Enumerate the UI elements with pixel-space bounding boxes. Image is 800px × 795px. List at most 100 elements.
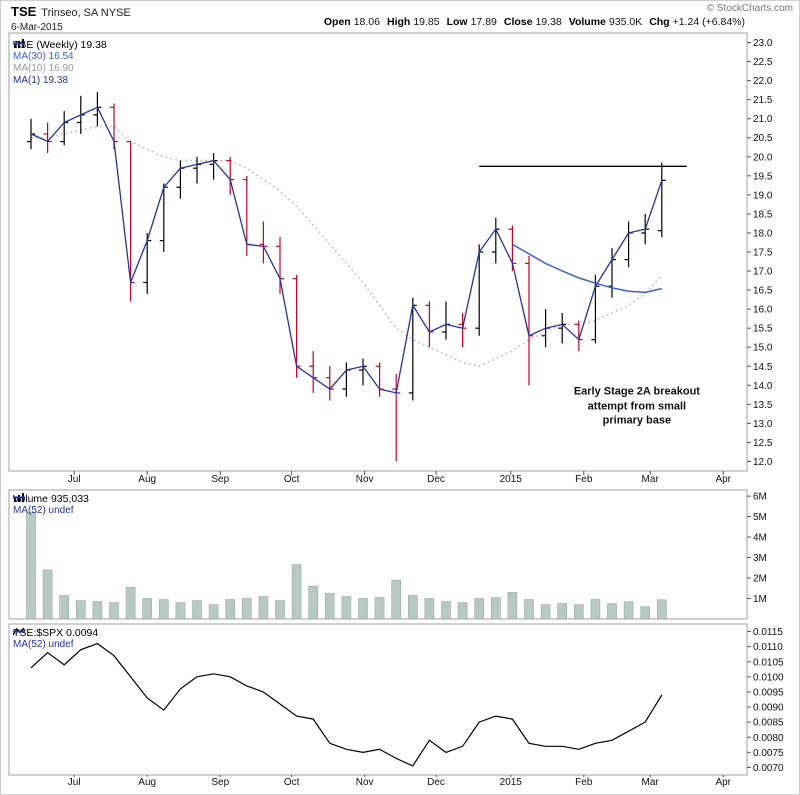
line-icon <box>13 42 25 45</box>
month-label: 2015 <box>499 777 522 788</box>
month-label: Oct <box>283 777 300 788</box>
quote-label: Close <box>503 16 533 28</box>
month-label: Dec <box>427 777 445 788</box>
legend-row: MA(30) 16.54 <box>13 42 107 62</box>
ratio-x-ticks <box>73 775 724 777</box>
axis-label: 0.0110 <box>753 642 783 653</box>
month-label: Mar <box>641 777 659 788</box>
axis-label: 0.0080 <box>753 733 784 744</box>
axis-label: 0.0085 <box>753 718 784 729</box>
ratio-line <box>30 642 663 767</box>
ratio-legend: TSE:$SPX 0.0094 MA(52) undef <box>13 627 98 651</box>
copyright-text: © StockCharts.com <box>706 3 793 14</box>
quote-value: 18.06 <box>353 16 380 28</box>
legend-row: TSE (Weekly) 19.38 <box>13 38 107 51</box>
ma10-line <box>31 125 663 368</box>
volume-y-axis: 6M 5M 4M 3M 2M 1M <box>747 492 767 605</box>
volume-bars <box>26 512 667 620</box>
quote-label: High <box>386 16 411 28</box>
month-label: Sep <box>211 777 230 788</box>
axis-label: 20.0 <box>753 152 773 163</box>
month-label: Mar <box>641 474 659 485</box>
axis-label: 18.5 <box>753 209 773 220</box>
legend-label: TSE:$SPX 0.0094 <box>13 626 99 639</box>
ma30-line <box>512 243 662 294</box>
axis-label: 13.5 <box>753 400 773 411</box>
price-panel: 23.0 22.5 22.0 21.5 21.0 20.5 20.0 19.5 19.0 18.5… <box>1 31 799 476</box>
axis-label: 22.0 <box>753 76 773 87</box>
chart-date: 6-Mar-2015 <box>11 22 63 33</box>
axis-label: 21.0 <box>753 114 773 125</box>
month-label: Oct <box>283 474 300 485</box>
quote-value: 19.38 <box>535 16 562 28</box>
month-label: Apr <box>715 777 731 788</box>
price-x-ticks <box>73 471 724 475</box>
legend-row: MA(1) 19.38 <box>13 42 107 86</box>
volume-panel: 6M 5M 4M 3M 2M 1M Volume 935,033 MA(52) undef <box>1 488 799 621</box>
axis-label: 22.5 <box>753 57 773 68</box>
axis-label: 19.5 <box>753 171 773 182</box>
axis-label: 4M <box>753 533 767 544</box>
axis-label: 16.0 <box>753 305 773 316</box>
plot-border <box>8 623 748 776</box>
quote-label: Volume <box>568 16 606 28</box>
chart-header: TSE Trinseo, SA NYSE 6-Mar-2015 © StockCh… <box>1 1 799 33</box>
month-label: Feb <box>575 474 593 485</box>
price-chart-canvas: 23.0 22.5 22.0 21.5 21.0 20.5 20.0 19.5 19.0 18.5… <box>8 32 773 475</box>
axis-label: 17.0 <box>753 267 773 278</box>
x-axis-months-top: Jul Aug Sep Oct Nov Dec 2015 Feb Mar Apr <box>1 474 799 488</box>
axis-label: 14.0 <box>753 381 773 392</box>
axis-label: 0.0070 <box>753 763 784 774</box>
axis-label: 15.0 <box>753 343 773 354</box>
legend-row: MA(52) undef <box>13 630 98 650</box>
legend-label: MA(10) 16.90 <box>13 63 74 74</box>
symbol-block: TSE Trinseo, SA NYSE 6-Mar-2015 <box>11 3 131 33</box>
ratio-chart-canvas: 0.0115 0.0110 0.0105 0.0100 0.0095 0.0090 0.00… <box>8 623 784 777</box>
axis-label: 20.5 <box>753 133 773 144</box>
axis-label: 0.0100 <box>753 672 784 683</box>
axis-label: 21.5 <box>753 95 773 106</box>
month-label: Sep <box>211 474 230 485</box>
axis-label: 17.5 <box>753 248 773 259</box>
ratio-panel: 0.0115 0.0110 0.0105 0.0100 0.0095 0.0090 0.00… <box>1 622 799 777</box>
chart-annotation: Early Stage 2A breakout attempt from sma… <box>573 385 700 427</box>
symbol-line: TSE Trinseo, SA NYSE <box>11 3 131 21</box>
volume-legend: Volume 935,033 MA(52) undef <box>13 493 89 517</box>
legend-row: MA(52) undef <box>13 496 89 516</box>
axis-label: 14.5 <box>753 362 773 373</box>
axis-label: 0.0095 <box>753 687 784 698</box>
quote-label: Chg <box>649 16 670 28</box>
quote-value: +1.24 (+6.84%) <box>672 16 745 28</box>
axis-label: 0.0075 <box>753 748 784 759</box>
quote-value: 19.85 <box>413 16 440 28</box>
axis-label: 15.5 <box>753 324 773 335</box>
close-line-ma1 <box>30 106 663 394</box>
legend-label: MA(52) undef <box>13 505 74 516</box>
legend-label: TSE (Weekly) 19.38 <box>13 38 107 51</box>
legend-label: Volume 935,033 <box>13 492 89 505</box>
axis-label: 12.0 <box>753 457 773 468</box>
month-label: Feb <box>575 777 593 788</box>
quote-label: Low <box>446 16 468 28</box>
quote-value: 17.89 <box>470 16 497 28</box>
axis-label: 1M <box>753 594 767 605</box>
legend-row: MA(10) 16.90 <box>13 43 107 74</box>
axis-label: 0.0090 <box>753 703 784 714</box>
month-label: Apr <box>715 474 731 485</box>
ticker-symbol: TSE <box>11 4 37 19</box>
axis-label: 12.5 <box>753 438 773 449</box>
quote-value: 935.0K <box>608 16 643 28</box>
quote-label: Open <box>323 16 351 28</box>
axis-label: 18.0 <box>753 228 773 239</box>
axis-label: 3M <box>753 553 767 564</box>
legend-label: MA(52) undef <box>13 639 74 650</box>
x-axis-months-bottom: Jul Aug Sep Oct Nov Dec 2015 Feb Mar Apr <box>1 777 799 791</box>
legend-label: MA(1) 19.38 <box>13 75 69 86</box>
quote-line: Open 18.06 High 19.85 Low 17.89 Close 19.38 Volu… <box>317 16 745 28</box>
month-label: Jul <box>67 474 81 485</box>
ratio-y-axis: 0.0115 0.0110 0.0105 0.0100 0.0095 0.0090 0.00… <box>747 627 784 774</box>
price-y-axis: 23.0 22.5 22.0 21.5 21.0 20.5 20.0 19.5 19.0 18.5… <box>747 38 773 468</box>
volume-chart-canvas: 6M 5M 4M 3M 2M 1M <box>8 489 767 620</box>
axis-label: 13.0 <box>753 419 773 430</box>
